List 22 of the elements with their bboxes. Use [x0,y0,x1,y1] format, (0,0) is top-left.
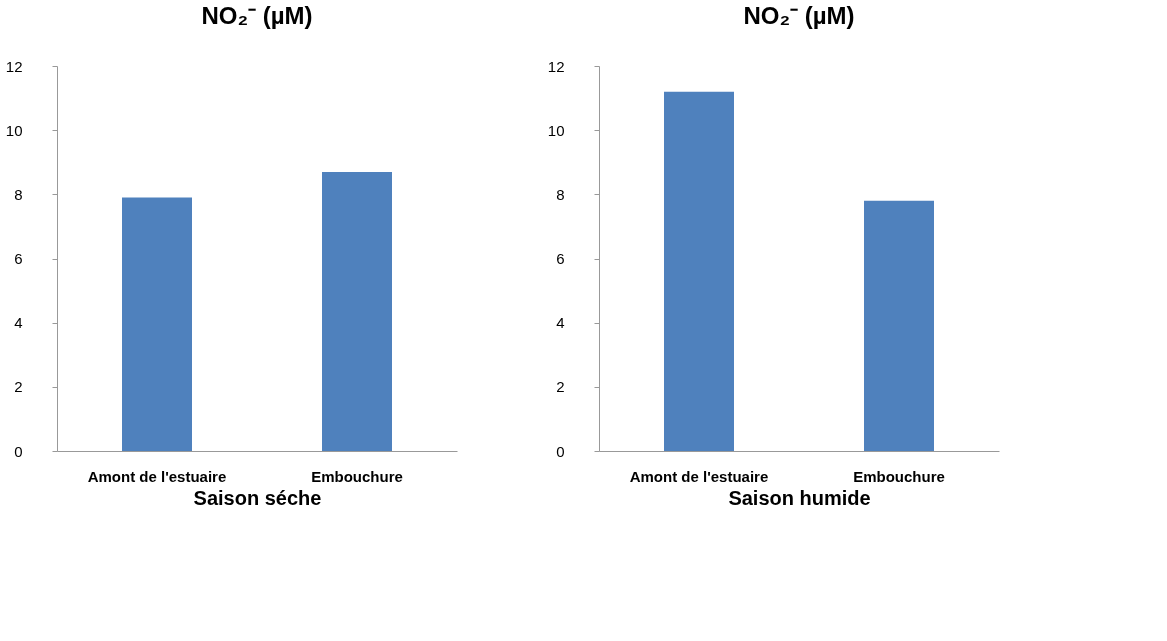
y-tick-label: 8 [14,185,23,203]
y-tick-label: 2 [14,378,23,396]
y-tick-label: 6 [14,250,23,267]
y-tick-label: 12 [5,57,23,75]
chart-title: NO₂⁻ (µM) [743,2,855,29]
y-tick-label: 8 [556,185,565,203]
x-tick-label: Amont de l'estuaire [87,467,227,485]
x-tick-label: Amont de l'estuaire [629,467,769,485]
x-tick-label: Embouchure [311,467,403,485]
x-axis-title: Saison humide [728,486,871,509]
x-tick-label: Embouchure [853,467,945,485]
y-tick-label: 0 [556,442,565,460]
y-tick-label: 4 [556,314,565,332]
y-tick-label: 10 [547,121,565,139]
y-tick-label: 12 [547,57,565,75]
y-tick-label: 10 [5,121,23,139]
y-tick-label: 4 [14,314,23,332]
x-axis-title: Saison séche [193,486,322,509]
y-tick-label: 6 [556,250,565,267]
y-tick-label: 2 [556,378,565,396]
chart-title: NO₂⁻ (µM) [201,2,313,29]
y-tick-label: 0 [14,442,23,460]
